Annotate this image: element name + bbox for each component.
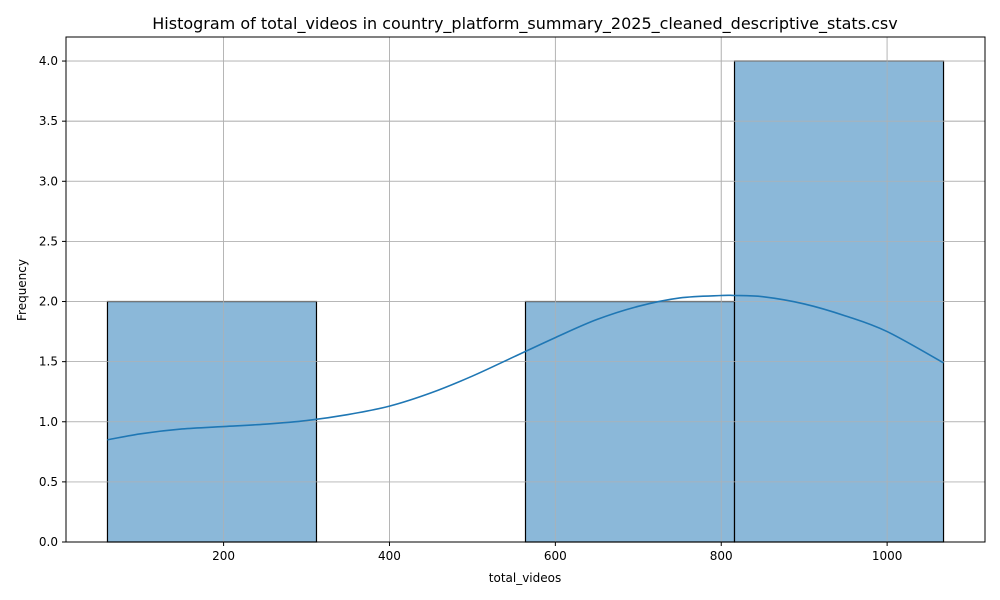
y-axis-title: Frequency xyxy=(15,259,29,321)
y-tick-label: 2.0 xyxy=(39,295,58,309)
y-tick-label: 3.0 xyxy=(39,174,58,188)
x-tick-label: 600 xyxy=(544,549,567,563)
y-tick-label: 0.5 xyxy=(39,475,58,489)
kde-curve xyxy=(107,294,944,441)
ticks-layer: 200 400 600 800 1000 0.0 0.5 1.0 1.5 2.0 2.5 3.0 3.5… xyxy=(39,54,902,563)
x-tick-label: 200 xyxy=(212,549,235,563)
y-tick-label: 0.0 xyxy=(39,535,58,549)
axes-layer xyxy=(65,36,986,543)
y-tick-label: 3.5 xyxy=(39,114,58,128)
y-tick-label: 1.0 xyxy=(39,415,58,429)
bars-layer xyxy=(66,37,985,543)
axes-frame xyxy=(65,36,986,543)
x-axis-title: total_videos xyxy=(489,571,561,585)
chart-title: Histogram of total_videos in country_pla… xyxy=(152,14,897,34)
y-tick-label: 1.5 xyxy=(39,355,58,369)
x-tick-label: 1000 xyxy=(872,549,903,563)
x-tick-label: 400 xyxy=(378,549,401,563)
y-tick-label: 4.0 xyxy=(39,54,58,68)
kde-layer xyxy=(107,294,944,441)
y-tick-label: 2.5 xyxy=(39,234,58,248)
x-tick-label: 800 xyxy=(710,549,733,563)
